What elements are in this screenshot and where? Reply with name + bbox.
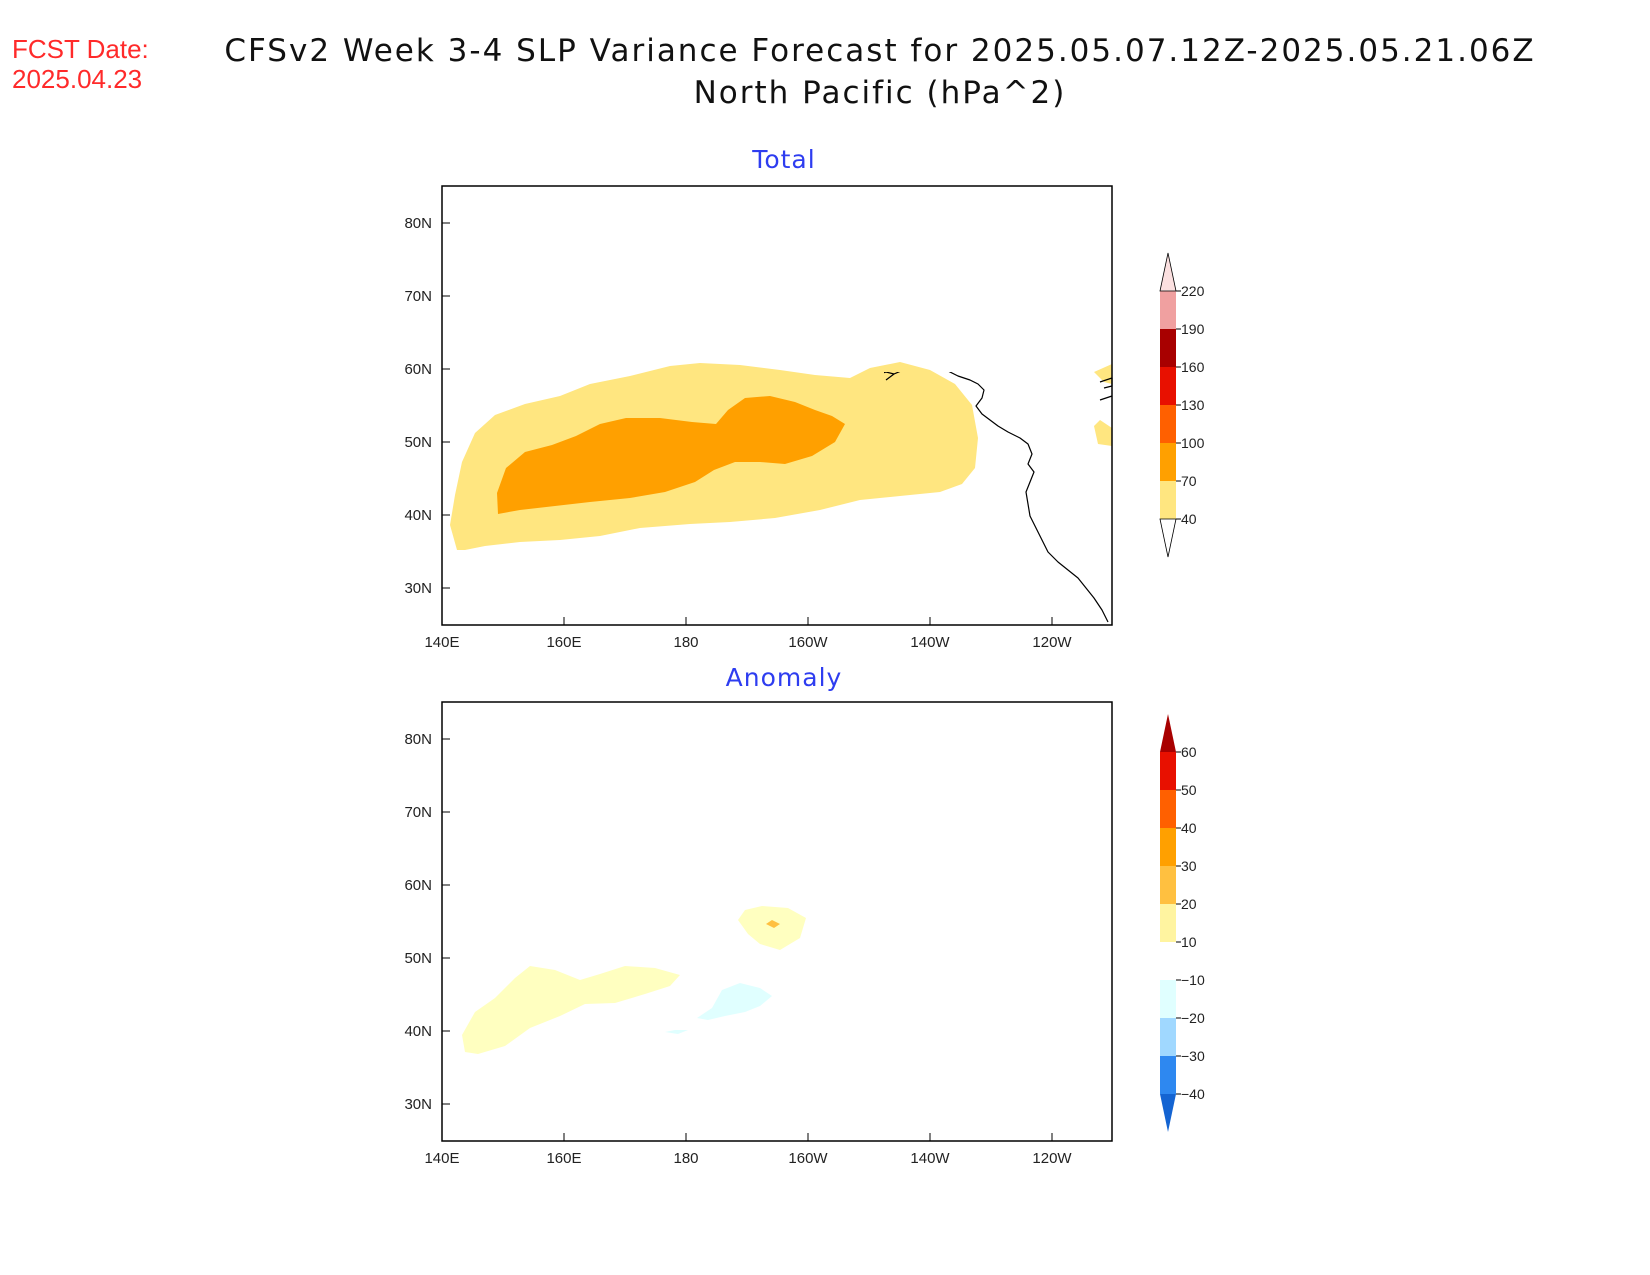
colorbar-total-label: 220 (1181, 283, 1205, 299)
lon-tick-label: 140E (424, 1150, 459, 1167)
colorbar-total: 40 70 100 130 160 190 220 (1159, 252, 1205, 558)
lat-tick-label: 50N (404, 950, 432, 967)
lat-tick-label: 80N (404, 215, 432, 232)
colorbar-total-bottom-arrow (1159, 518, 1177, 558)
colorbar-anomaly-label: 60 (1181, 744, 1197, 760)
lat-tick-label: 50N (404, 434, 432, 451)
colorbar-total-band (1160, 443, 1176, 481)
lat-tick-label: 40N (404, 1023, 432, 1040)
colorbar-anomaly-label: −10 (1181, 972, 1205, 988)
lat-tick-label: 40N (404, 507, 432, 524)
title-line-1: CFSv2 Week 3-4 SLP Variance Forecast for… (224, 33, 1536, 69)
colorbar-anomaly: 60 50 40 30 20 10 −10 −20 −30 −40 (1160, 714, 1205, 1132)
colorbar-anomaly-label: 20 (1181, 896, 1197, 912)
colorbar-anomaly-band (1160, 904, 1176, 942)
colorbar-anomaly-band (1160, 828, 1176, 866)
total-shade-70-100 (497, 396, 845, 514)
anomaly-shade-neg (665, 983, 772, 1034)
lat-tick-label: 70N (404, 804, 432, 821)
colorbar-anomaly-label: −30 (1181, 1048, 1205, 1064)
colorbar-anomaly-band (1160, 1018, 1176, 1056)
colorbar-total-band (1160, 367, 1176, 405)
fcst-date-prefix: FCST Date: (12, 34, 149, 64)
anomaly-shade-20-30 (766, 920, 780, 928)
colorbar-total-label: 130 (1181, 397, 1205, 413)
lon-tick-label: 140W (910, 634, 950, 651)
page-title: CFSv2 Week 3-4 SLP Variance Forecast for… (165, 30, 1595, 114)
colorbar-anomaly-band (1160, 866, 1176, 904)
lon-tick-label: 160E (546, 1150, 581, 1167)
colorbar-anomaly-band (1160, 752, 1176, 790)
colorbar-anomaly-label: −40 (1181, 1086, 1205, 1102)
colorbar-total-label: 70 (1181, 473, 1197, 489)
lon-tick-label: 120W (1032, 634, 1072, 651)
map-panel-total (441, 185, 1113, 626)
colorbar-total-top-arrow (1159, 252, 1177, 292)
lon-tick-label: 180 (673, 634, 698, 651)
axes-layer: 80N 70N 60N 50N 40N 30N 140E 160E 180 160W 140W 120… (404, 215, 1072, 1167)
lon-tick-label: 160W (788, 1150, 828, 1167)
lat-tick-label: 80N (404, 731, 432, 748)
colorbar-anomaly-band (1160, 942, 1176, 980)
lat-tick-label: 70N (404, 288, 432, 305)
anomaly-shade-pos-west (462, 966, 680, 1054)
colorbar-total-label: 40 (1181, 511, 1197, 527)
lon-tick-label: 120W (1032, 1150, 1072, 1167)
colorbar-total-label: 190 (1181, 321, 1205, 337)
colorbar-total-label: 100 (1181, 435, 1205, 451)
fcst-date-label: FCST Date: 2025.04.23 (12, 34, 149, 94)
colorbar-total-label: 160 (1181, 359, 1205, 375)
map-panel-anomaly (441, 701, 1113, 1142)
lon-tick-label: 140W (910, 1150, 950, 1167)
colorbar-anomaly-band (1160, 790, 1176, 828)
colorbar-anomaly-label: 30 (1181, 858, 1197, 874)
anomaly-shade-pos-alaska (738, 906, 806, 950)
lon-tick-label: 160W (788, 634, 828, 651)
fcst-date-value: 2025.04.23 (12, 64, 143, 94)
lat-tick-label: 30N (404, 580, 432, 597)
colorbar-total-band (1160, 291, 1176, 329)
lon-tick-label: 140E (424, 634, 459, 651)
colorbar-anomaly-band (1160, 1056, 1176, 1094)
colorbar-anomaly-label: 40 (1181, 820, 1197, 836)
lon-tick-label: 180 (673, 1150, 698, 1167)
colorbar-anomaly-label: −20 (1181, 1010, 1205, 1026)
colorbar-total-band (1160, 481, 1176, 519)
panel-title-total: Total (752, 145, 816, 174)
colorbar-anomaly-band (1160, 980, 1176, 1018)
lon-tick-label: 160E (546, 634, 581, 651)
colorbar-anomaly-label: 10 (1181, 934, 1197, 950)
colorbar-anomaly-label: 50 (1181, 782, 1197, 798)
lat-tick-label: 30N (404, 1096, 432, 1113)
colorbar-anomaly-top-arrow (1160, 714, 1176, 752)
colorbar-anomaly-bottom-arrow (1160, 1094, 1176, 1132)
panel-title-anomaly: Anomaly (725, 663, 843, 692)
colorbar-total-band (1160, 329, 1176, 367)
colorbar-total-band (1160, 405, 1176, 443)
title-line-2: North Pacific (hPa^2) (693, 75, 1067, 111)
total-shade-40-70-east (1094, 364, 1112, 446)
lat-tick-label: 60N (404, 361, 432, 378)
lat-tick-label: 60N (404, 877, 432, 894)
